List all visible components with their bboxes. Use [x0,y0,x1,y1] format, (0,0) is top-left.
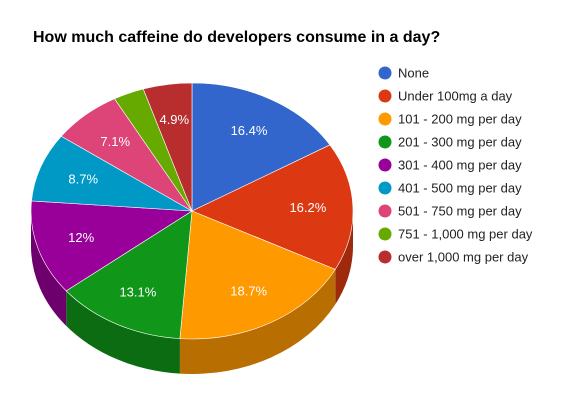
pie-side-3 [66,290,180,374]
pie-side-4 [31,211,67,326]
slice-label-2: 18.7% [230,283,267,298]
legend-label-8: over 1,000 mg per day [398,250,529,265]
pie-slice-4 [30,200,193,292]
legend-marker-4 [378,158,392,172]
pie-slice-1 [191,144,354,270]
legend-marker-5 [378,181,392,195]
legend-label-1: Under 100mg a day [398,89,513,104]
legend-label-0: None [398,66,429,81]
pie-slice-0 [191,82,331,212]
legend-label-7: 751 - 1,000 mg per day [398,227,533,242]
legend-marker-3 [378,135,392,149]
pie-slice-8 [143,82,193,212]
legend-label-5: 401 - 500 mg per day [398,181,522,196]
legend-label-4: 301 - 400 mg per day [398,158,522,173]
slice-label-5: 8.7% [68,171,98,186]
legend-label-2: 101 - 200 mg per day [398,112,522,127]
pie-group: 16.4% 16.2% 18.7% 13.1% 12% 8.7% 7.1% 4.9% [30,82,354,375]
pie-slice-5 [31,135,193,212]
legend-marker-8 [378,250,392,264]
legend: None Under 100mg a day 101 - 200 mg per da… [378,66,533,265]
legend-marker-1 [378,89,392,103]
slice-label-4: 12% [68,230,94,245]
slice-label-0: 16.4% [231,123,268,138]
slice-label-1: 16.2% [289,200,326,215]
pie-slice-3 [65,210,193,339]
slice-label-6: 7.1% [100,134,130,149]
pie-side-1 [335,211,353,305]
pie-slice-2 [179,210,336,340]
legend-marker-6 [378,204,392,218]
slice-label-8: 4.9% [159,112,189,127]
legend-marker-7 [378,227,392,241]
slice-label-3: 13.1% [119,285,156,300]
legend-label-6: 501 - 750 mg per day [398,204,522,219]
legend-marker-2 [378,112,392,126]
legend-label-3: 201 - 300 mg per day [398,135,522,150]
legend-marker-0 [378,66,392,80]
chart-title: How much caffeine do developers consume … [33,29,440,46]
pie-side-2 [179,269,336,375]
